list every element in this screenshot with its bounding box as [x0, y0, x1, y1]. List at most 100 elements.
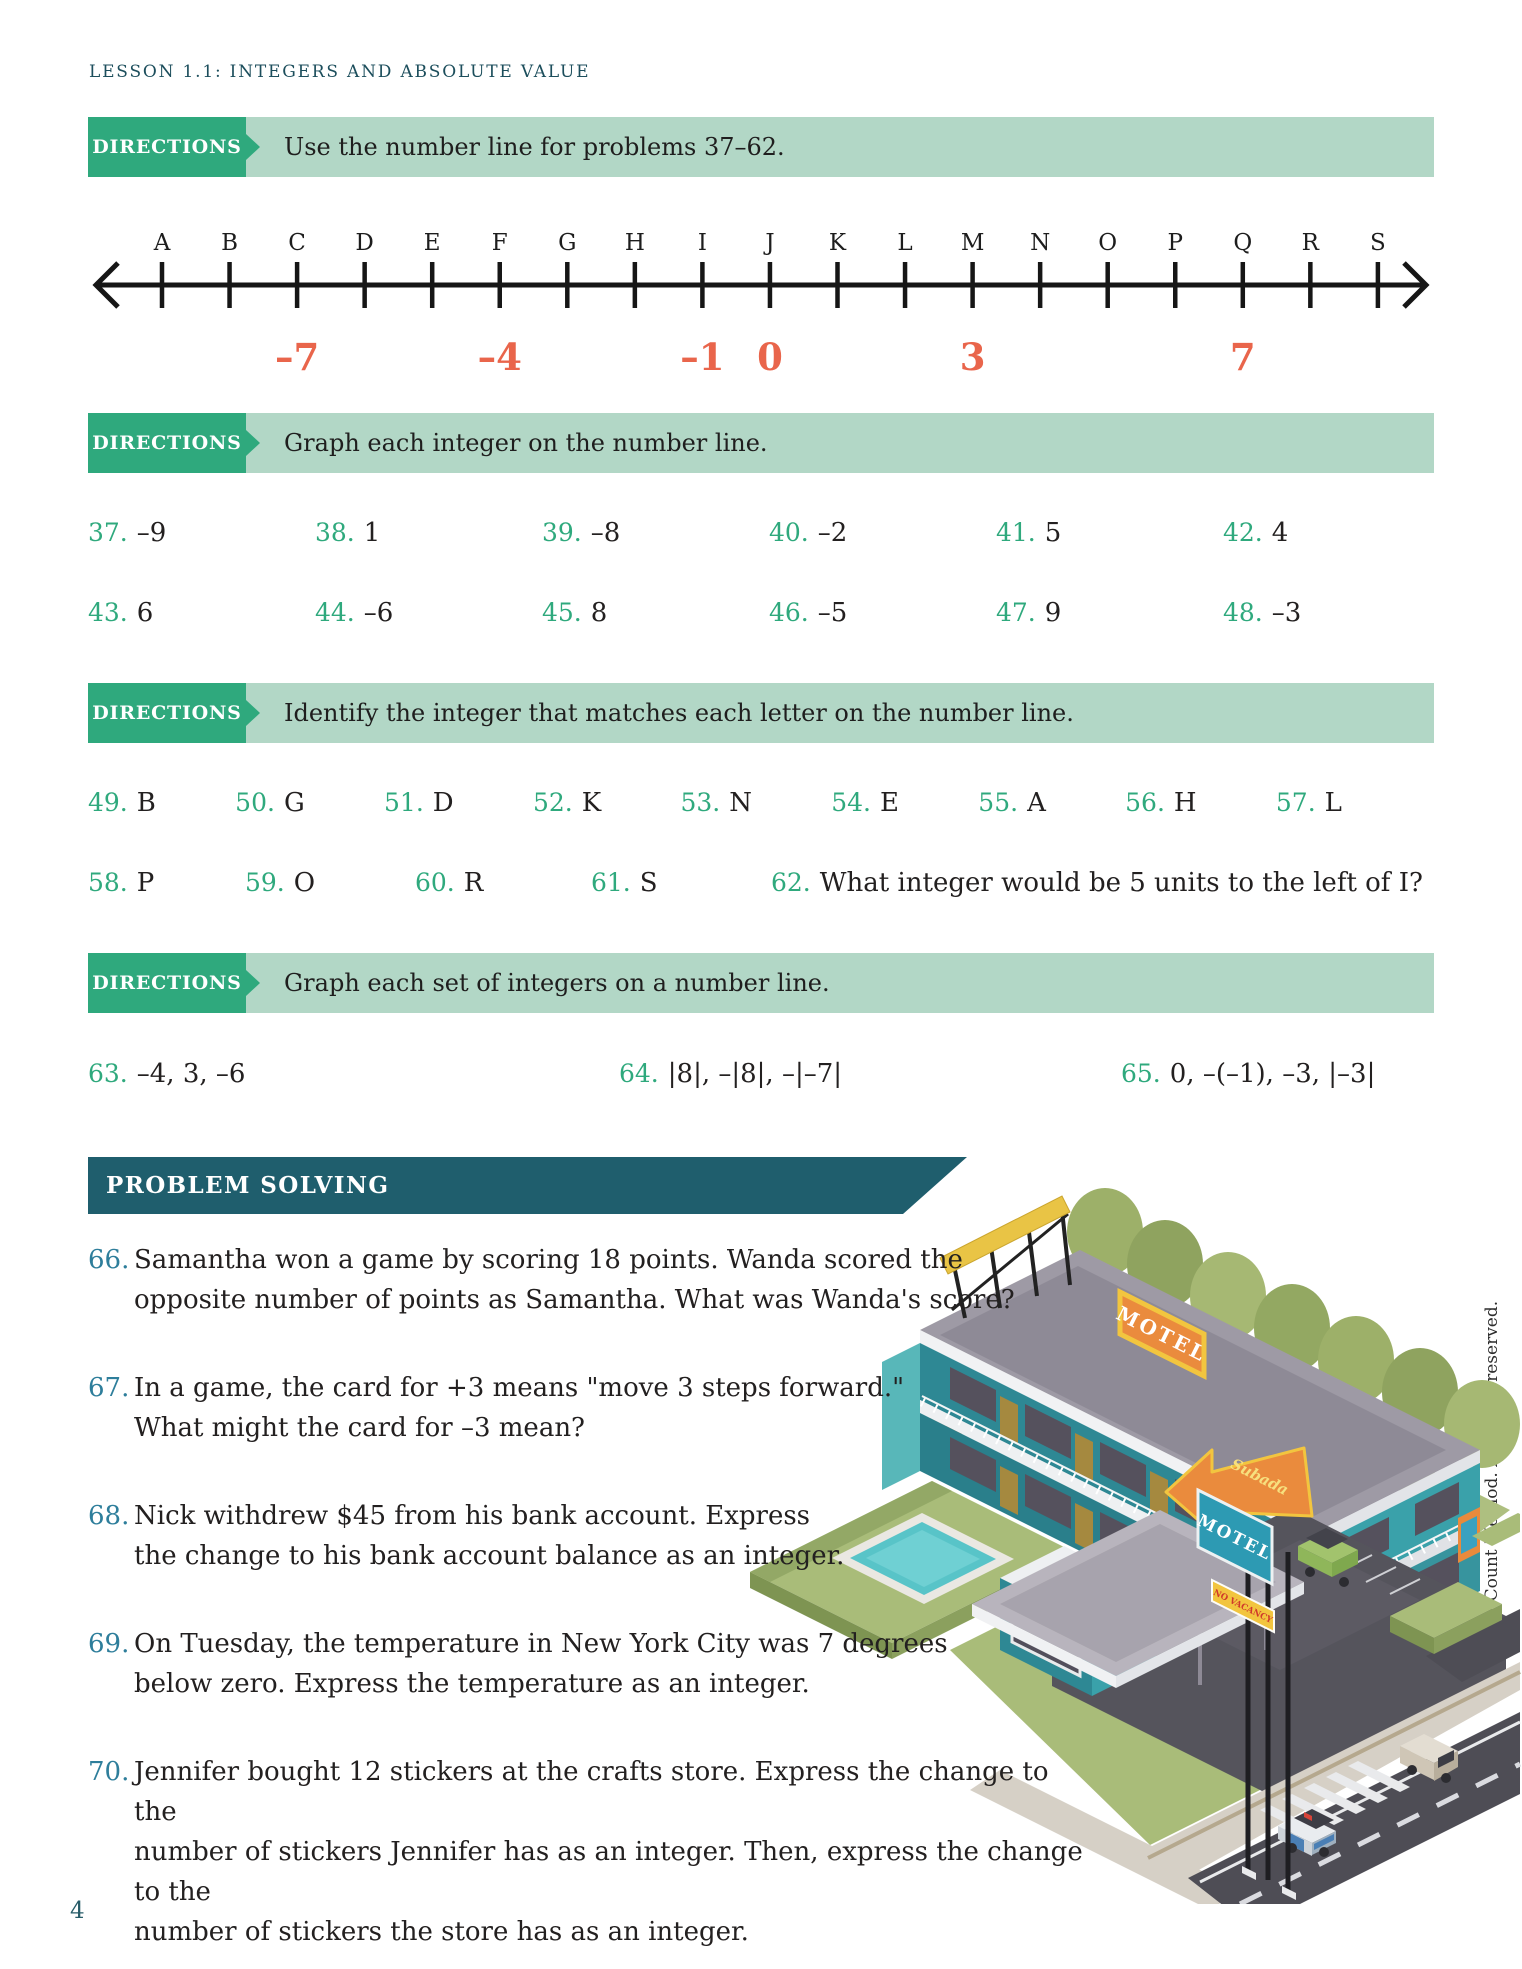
- number-line-value: 3: [960, 335, 986, 379]
- green-car: [1298, 1528, 1358, 1587]
- number-line-letter: B: [221, 230, 238, 256]
- problem-value: L: [1324, 788, 1342, 818]
- problem-46: 46. –5: [769, 591, 996, 635]
- problem-number: 38.: [315, 518, 355, 547]
- problem-67: 67. In a game, the card for +3 means "mo…: [88, 1368, 1098, 1448]
- problem-65: 65. 0, –(–1), –3, |–3|: [1121, 1052, 1375, 1096]
- problem-value: 4: [1271, 518, 1289, 548]
- number-line-letter: R: [1302, 230, 1320, 256]
- problem-solving-banner: PROBLEM SOLVING: [88, 1157, 967, 1214]
- number-line-letter: P: [1168, 230, 1183, 256]
- problem-52: 52. K: [533, 781, 601, 825]
- problem-61: 61. S: [591, 861, 771, 905]
- text-line: opposite number of points as Samantha. W…: [134, 1285, 1015, 1315]
- number-line-letter: G: [558, 230, 576, 256]
- problem-number: 57.: [1275, 788, 1316, 817]
- problem-value: What integer would be 5 units to the lef…: [819, 868, 1423, 898]
- word-problems: 66. Samantha won a game by scoring 18 po…: [88, 1240, 1098, 1969]
- problem-53: 53. N: [680, 781, 752, 825]
- wall-poster: [1458, 1507, 1480, 1563]
- number-line-value: –1: [680, 335, 724, 379]
- problem-value: 8: [590, 598, 608, 628]
- problem-48: 48. –3: [1223, 591, 1301, 635]
- directions-text: Graph each set of integers on a number l…: [284, 969, 830, 997]
- problem-number: 51.: [384, 788, 424, 817]
- directions-text: Identify the integer that matches each l…: [284, 699, 1074, 727]
- problem-value: H: [1173, 788, 1197, 818]
- problem-number: 66.: [88, 1245, 130, 1275]
- problem-57: 57. L: [1276, 781, 1342, 825]
- problem-number: 67.: [88, 1373, 130, 1403]
- problem-text: On Tuesday, the temperature in New York …: [134, 1624, 948, 1704]
- problem-value: G: [283, 788, 305, 818]
- problem-number: 59.: [245, 868, 285, 897]
- text-line: number of stickers the store has as an i…: [134, 1917, 749, 1947]
- number-line-letter: Q: [1233, 230, 1252, 256]
- problems-row-49-57: 49. B 50. G 51. D 52. K 53. N 54. E 55. A 56. H …: [88, 781, 1342, 825]
- problem-42: 42. 4: [1223, 511, 1288, 555]
- problem-number: 56.: [1125, 788, 1165, 817]
- problem-value: 5: [1044, 518, 1062, 548]
- number-line-letter: M: [961, 230, 985, 256]
- text-line: below zero. Express the temperature as a…: [134, 1669, 810, 1699]
- problem-55: 55. A: [978, 781, 1046, 825]
- lesson-title: LESSON 1.1: INTEGERS AND ABSOLUTE VALUE: [89, 62, 591, 82]
- directions-label: DIRECTIONS: [88, 953, 260, 1013]
- problem-64: 64. |8|, –|8|, –|–7|: [619, 1052, 1121, 1096]
- marquee-panel: [1196, 1487, 1274, 1587]
- problem-value: –3: [1271, 598, 1302, 628]
- problem-value: –5: [817, 598, 848, 628]
- problem-47: 47. 9: [996, 591, 1223, 635]
- problem-value: D: [432, 788, 454, 818]
- problem-number: 68.: [88, 1501, 130, 1531]
- directions-banner-1: DIRECTIONS Use the number line for probl…: [88, 117, 1434, 177]
- problem-54: 54. E: [831, 781, 899, 825]
- number-line-letter: I: [698, 230, 707, 256]
- problem-40: 40. –2: [769, 511, 996, 555]
- problem-number: 55.: [978, 788, 1019, 817]
- problem-58: 58. P: [88, 861, 245, 905]
- problem-number: 61.: [591, 868, 631, 897]
- problem-number: 45.: [542, 598, 582, 627]
- problem-50: 50. G: [235, 781, 305, 825]
- problem-number: 39.: [542, 518, 582, 547]
- problem-number: 63.: [88, 1059, 128, 1088]
- number-line-value: –7: [275, 335, 319, 379]
- problem-70: 70. Jennifer bought 12 stickers at the c…: [88, 1752, 1098, 1952]
- problem-56: 56. H: [1125, 781, 1196, 825]
- directions-text: Graph each integer on the number line.: [284, 429, 768, 457]
- number-line: A B C D E F G H I J K L M N O P Q R S –7 –4 –1 0 3 7: [92, 230, 1430, 379]
- problem-value: –6: [363, 598, 394, 628]
- problem-number: 40.: [769, 518, 809, 547]
- problem-value: B: [136, 788, 156, 818]
- problem-number: 69.: [88, 1629, 130, 1659]
- problem-value: A: [1027, 788, 1046, 818]
- problem-value: 0, –(–1), –3, |–3|: [1169, 1059, 1376, 1089]
- directions-banner-4: DIRECTIONS Graph each set of integers on…: [88, 953, 1434, 1013]
- text-line: In a game, the card for +3 means "move 3…: [134, 1373, 905, 1403]
- problem-49: 49. B: [88, 781, 156, 825]
- problem-62: 62. What integer would be 5 units to the …: [771, 861, 1423, 905]
- problem-text: Jennifer bought 12 stickers at the craft…: [134, 1752, 1098, 1952]
- problem-66: 66. Samantha won a game by scoring 18 po…: [88, 1240, 1098, 1320]
- problem-37: 37. –9: [88, 511, 315, 555]
- problem-value: |8|, –|8|, –|–7|: [667, 1059, 843, 1089]
- problem-number: 37.: [88, 518, 128, 547]
- problem-number: 42.: [1223, 518, 1263, 547]
- problems-row-43-48: 43. 6 44. –6 45. 8 46. –5 47. 9 48. –3: [88, 591, 1434, 635]
- problem-number: 58.: [88, 868, 128, 897]
- problems-row-37-42: 37. –9 38. 1 39. –8 40. –2 41. 5 42. 4: [88, 511, 1434, 555]
- problem-number: 47.: [996, 598, 1036, 627]
- directions-banner-2: DIRECTIONS Graph each integer on the num…: [88, 413, 1434, 473]
- problem-value: 9: [1044, 598, 1062, 628]
- problem-number: 41.: [996, 518, 1036, 547]
- problem-41: 41. 5: [996, 511, 1223, 555]
- number-line-letter: A: [153, 230, 171, 256]
- text-line: the change to his bank account balance a…: [134, 1541, 845, 1571]
- text-line: Samantha won a game by scoring 18 points…: [134, 1245, 963, 1275]
- problem-number: 62.: [771, 868, 811, 897]
- problem-number: 53.: [680, 788, 721, 817]
- problem-68: 68. Nick withdrew $45 from his bank acco…: [88, 1496, 1098, 1576]
- problem-number: 48.: [1223, 598, 1263, 627]
